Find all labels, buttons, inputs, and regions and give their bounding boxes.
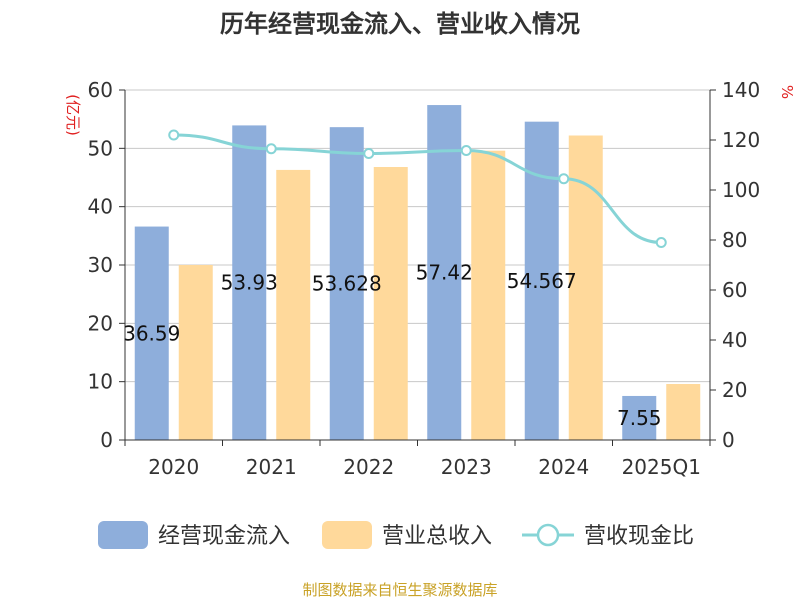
x-tick-label: 2021 [246, 455, 297, 479]
right-tick-label: 100 [722, 178, 760, 202]
ratio-line [168, 129, 667, 248]
left-tick-label: 0 [100, 428, 113, 452]
right-tick-label: 0 [722, 428, 735, 452]
legend-swatch [98, 521, 148, 549]
legend-label: 营业总收入 [382, 524, 492, 549]
left-tick-label: 50 [88, 136, 113, 160]
right-tick-label: 20 [722, 378, 747, 402]
left-tick-label: 40 [88, 195, 113, 219]
ratio-point [558, 173, 570, 185]
bar-cash-inflow [329, 127, 364, 441]
left-tick-label: 30 [88, 253, 113, 277]
bar-cash-inflow [524, 121, 559, 441]
left-tick-label: 60 [88, 78, 113, 102]
axes [119, 89, 716, 446]
bar-cash-inflow [427, 105, 462, 441]
chart-title: 历年经营现金流入、营业收入情况 [220, 10, 580, 38]
data-label: 54.567 [507, 269, 577, 293]
x-tick-label: 2024 [538, 455, 589, 479]
ratio-point [655, 237, 667, 248]
ratio-line-path [173, 133, 662, 244]
left-tick-label: 10 [88, 370, 113, 394]
bar-revenue [373, 167, 408, 440]
bar-revenue [568, 135, 603, 440]
data-label: 53.93 [221, 271, 278, 295]
legend-label: 营收现金比 [584, 524, 694, 549]
x-tick-label: 2020 [148, 455, 199, 479]
left-axis-unit: (亿元) [64, 94, 82, 136]
bar-cash-inflow [134, 226, 169, 440]
ratio-point [168, 129, 180, 141]
right-tick-label: 40 [722, 328, 747, 352]
bar-revenue [276, 169, 311, 440]
legend-swatch [322, 521, 372, 549]
ratio-point [363, 148, 375, 159]
x-tick-label: 2023 [441, 455, 492, 479]
right-tick-label: 60 [722, 278, 747, 302]
data-label: 57.42 [416, 261, 473, 285]
bar-revenue [471, 150, 506, 440]
right-tick-label: 80 [722, 228, 747, 252]
source-note: 制图数据来自恒生聚源数据库 [302, 581, 497, 599]
data-label: 53.628 [312, 272, 382, 296]
legend-marker [536, 523, 560, 547]
data-labels: 36.59 53.93 53.628 57.42 54.567 7.55 [123, 261, 661, 430]
legend-label: 经营现金流入 [158, 524, 290, 549]
gridlines [125, 89, 710, 383]
legend: 经营现金流入 营业总收入 营收现金比 [98, 521, 694, 549]
bar-revenue [666, 384, 701, 440]
ratio-point [265, 143, 277, 155]
bar-cash-inflow [622, 395, 657, 440]
tick-labels: 0 10 20 30 40 50 60 0 20 40 60 80 100 120 140 2020 2021 2… [88, 78, 761, 479]
ratio-point [460, 145, 472, 156]
right-tick-label: 120 [722, 128, 760, 152]
bar-revenue [178, 265, 213, 440]
left-tick-label: 20 [88, 311, 113, 335]
bars [134, 105, 701, 441]
x-tick-label: 2025Q1 [622, 455, 701, 479]
bar-cash-inflow [232, 125, 267, 441]
right-axis-unit: % [778, 85, 796, 99]
data-label: 36.59 [123, 321, 180, 345]
data-label: 7.55 [617, 406, 662, 430]
x-tick-label: 2022 [343, 455, 394, 479]
right-tick-label: 140 [722, 78, 760, 102]
